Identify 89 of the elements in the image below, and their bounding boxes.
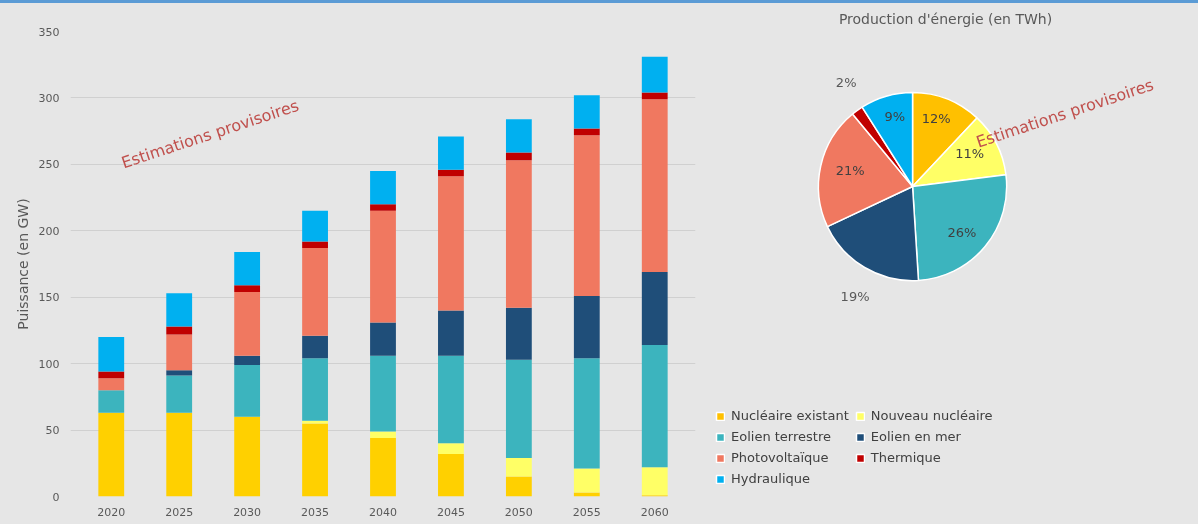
legend-label: Eolien terrestre	[731, 429, 831, 444]
data-label: 21%	[835, 163, 865, 179]
bar	[641, 271, 668, 346]
y-tick-label: 200	[38, 224, 60, 238]
bar	[98, 390, 125, 413]
bar	[98, 337, 125, 372]
bar	[166, 334, 193, 371]
y-tick-label: 0	[52, 490, 60, 504]
bar	[166, 375, 193, 413]
bar	[438, 310, 464, 356]
y-tick-label: 250	[38, 158, 60, 172]
x-tick-label: 2035	[301, 505, 330, 519]
bar	[438, 176, 464, 311]
legend-label: Thermique	[870, 450, 941, 465]
bar	[166, 412, 193, 497]
bar	[302, 248, 328, 336]
bar	[573, 128, 600, 136]
bar	[641, 99, 668, 272]
bar	[234, 364, 261, 417]
bar	[573, 95, 600, 129]
bar	[573, 358, 600, 469]
bar	[370, 355, 396, 432]
bar	[166, 293, 193, 327]
y-tick-label: 100	[38, 357, 60, 371]
bar	[370, 322, 396, 356]
bar	[234, 285, 261, 292]
bar	[98, 378, 125, 391]
chart-title: Production d'énergie (en TWh)	[838, 10, 1053, 27]
data-label: 9%	[884, 109, 906, 125]
bar	[505, 457, 532, 477]
data-label: 2%	[835, 75, 857, 91]
bar	[302, 423, 328, 497]
y-tick-label: 350	[38, 25, 60, 39]
x-tick-label: 2050	[504, 505, 533, 519]
y-tick-label: 300	[38, 91, 60, 105]
bar	[438, 453, 464, 497]
legend-label: Eolien en mer	[870, 429, 961, 444]
bar	[573, 468, 600, 493]
bar	[573, 135, 600, 296]
bar	[302, 335, 328, 359]
data-label: 12%	[921, 111, 951, 127]
bar	[370, 438, 396, 497]
bar	[370, 171, 396, 205]
bar	[302, 210, 328, 242]
data-label: 26%	[947, 225, 977, 241]
x-tick-label: 2060	[640, 505, 669, 519]
x-tick-label: 2055	[572, 505, 601, 519]
bar	[370, 431, 396, 439]
legend-label: Nouveau nucléaire	[870, 408, 993, 423]
bar	[234, 252, 261, 286]
bar	[641, 467, 668, 496]
bar	[98, 371, 125, 379]
y-tick-label: 150	[38, 291, 60, 305]
y-tick-label: 50	[45, 424, 60, 438]
legend-label: Hydraulique	[731, 471, 810, 486]
bar	[234, 291, 261, 356]
bar	[438, 136, 464, 170]
bar	[505, 160, 532, 308]
x-tick-label: 2030	[233, 505, 262, 519]
bar	[166, 326, 193, 335]
bar	[641, 345, 668, 468]
bar	[438, 355, 464, 444]
bar	[234, 416, 261, 497]
bar	[573, 295, 600, 359]
bar	[505, 119, 532, 153]
legend-label: Photovoltaïque	[731, 450, 829, 465]
data-label: 11%	[955, 146, 985, 161]
bar	[234, 355, 261, 365]
bar	[505, 476, 532, 497]
bar	[438, 169, 464, 177]
bar	[438, 443, 464, 454]
x-tick-label: 2025	[165, 505, 194, 519]
bar	[641, 92, 668, 100]
bar	[370, 210, 396, 323]
x-tick-label: 2020	[97, 505, 126, 519]
bar	[505, 359, 532, 458]
bar	[302, 358, 328, 421]
legend-label: Nucléaire existant	[731, 408, 849, 423]
bar	[302, 241, 328, 249]
bar	[641, 56, 668, 93]
bar	[505, 152, 532, 161]
y-axis-title: Puissance (en GW)	[14, 198, 31, 330]
bar	[505, 307, 532, 360]
x-tick-label: 2040	[369, 505, 397, 519]
x-tick-label: 2045	[436, 505, 465, 519]
bar	[98, 412, 125, 497]
bar	[166, 370, 193, 376]
bar	[370, 204, 396, 211]
data-label: 19%	[840, 289, 870, 305]
